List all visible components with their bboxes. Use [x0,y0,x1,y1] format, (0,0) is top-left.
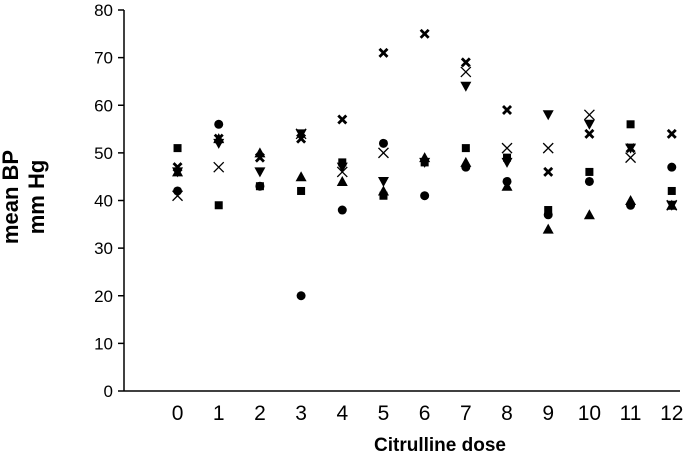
y-tick-label: 60 [94,96,113,115]
y-tick-label: 20 [94,287,113,306]
data-point-circle [584,176,594,186]
data-point-triangle-down [254,167,266,178]
data-point-x-thin [172,190,184,202]
data-point-square [667,186,676,195]
axes [123,10,680,392]
y-tick-label: 30 [94,239,113,258]
data-point-x-bold [419,28,430,39]
data-point-circle [173,186,183,196]
data-point-x-thin [295,128,307,140]
data-point-x-bold [172,162,183,173]
data-point-x-bold [625,143,636,154]
data-point-circle [420,191,430,201]
data-point-triangle-down [501,157,513,168]
y-axis-label-line1: mean BP [0,150,23,244]
data-point-triangle-up [542,223,554,234]
data-point-triangle-down [583,119,595,130]
x-tick-label: 1 [213,402,225,425]
data-point-triangle-down [336,162,348,173]
y-axis-label-line2: mm Hg [24,160,49,235]
y-ticks: 0 10 20 30 40 50 60 70 80 [94,1,124,401]
data-point-x-bold [213,133,224,144]
data-point-square [297,186,306,195]
data-point-triangle-up [295,171,307,182]
data-point-x-thin [460,66,472,78]
data-point-square [173,144,182,153]
x-tick-label: 9 [542,402,554,425]
data-point-triangle-down [542,110,554,121]
x-tick-label: 11 [620,402,642,425]
data-point-circle [255,181,265,191]
data-point-x-bold [254,152,265,163]
data-point-triangle-up [460,156,472,167]
data-point-square [379,191,388,200]
x-tick-label: 5 [378,402,390,425]
data-point-circle [214,119,224,129]
data-point-square [544,206,553,215]
data-point-triangle-down [377,176,389,187]
y-tick-label: 80 [94,1,113,20]
x-ticks: 0 1 2 3 4 5 6 7 8 9 10 11 12 [172,402,684,425]
y-tick-label: 70 [94,49,113,68]
data-point-x-thin [336,166,348,178]
data-point-square [338,158,347,167]
y-tick-label: 10 [94,334,113,353]
y-tick-label: 40 [94,192,113,211]
data-point-circle [667,162,677,172]
data-point-x-bold [337,114,348,125]
data-points [172,28,678,301]
data-point-triangle-up [583,209,595,220]
x-tick-label: 7 [460,402,472,425]
data-point-triangle-down [419,157,431,168]
x-tick-label: 6 [419,402,431,425]
x-tick-label: 3 [295,402,307,425]
data-point-x-bold [666,128,677,139]
data-point-x-bold [543,166,554,177]
x-tick-label: 10 [578,402,601,425]
data-point-square [626,120,635,129]
x-tick-label: 2 [254,402,266,425]
data-point-x-thin [501,142,513,154]
data-point-triangle-up [625,195,637,205]
data-point-triangle-down [460,81,472,92]
x-axis-label: Citrulline dose [374,435,506,456]
data-point-x-bold [378,47,389,58]
y-tick-label: 0 [104,382,113,401]
data-point-x-thin [378,147,389,159]
data-point-triangle-up [501,180,513,191]
data-point-x-thin [542,142,554,154]
y-tick-label: 50 [94,144,113,163]
x-tick-label: 4 [336,402,348,425]
data-point-square [214,201,223,210]
data-point-x-thin [583,109,595,121]
data-point-x-bold [460,57,471,68]
data-point-square [503,153,512,162]
data-point-square [585,167,594,176]
x-tick-label: 0 [172,402,184,425]
data-point-circle [337,205,347,215]
data-point-x-bold [502,105,513,116]
data-point-circle [378,138,388,148]
data-point-square [461,144,470,153]
data-point-triangle-up [377,185,389,196]
data-point-circle [543,210,553,220]
data-point-x-thin [625,152,637,164]
x-tick-label: 12 [660,402,683,425]
x-tick-label: 8 [501,402,513,425]
data-point-x-bold [584,128,595,139]
data-point-x-thin [213,161,225,173]
data-point-triangle-up [336,175,348,186]
data-point-x-thin [666,199,678,211]
data-point-circle [296,291,306,301]
